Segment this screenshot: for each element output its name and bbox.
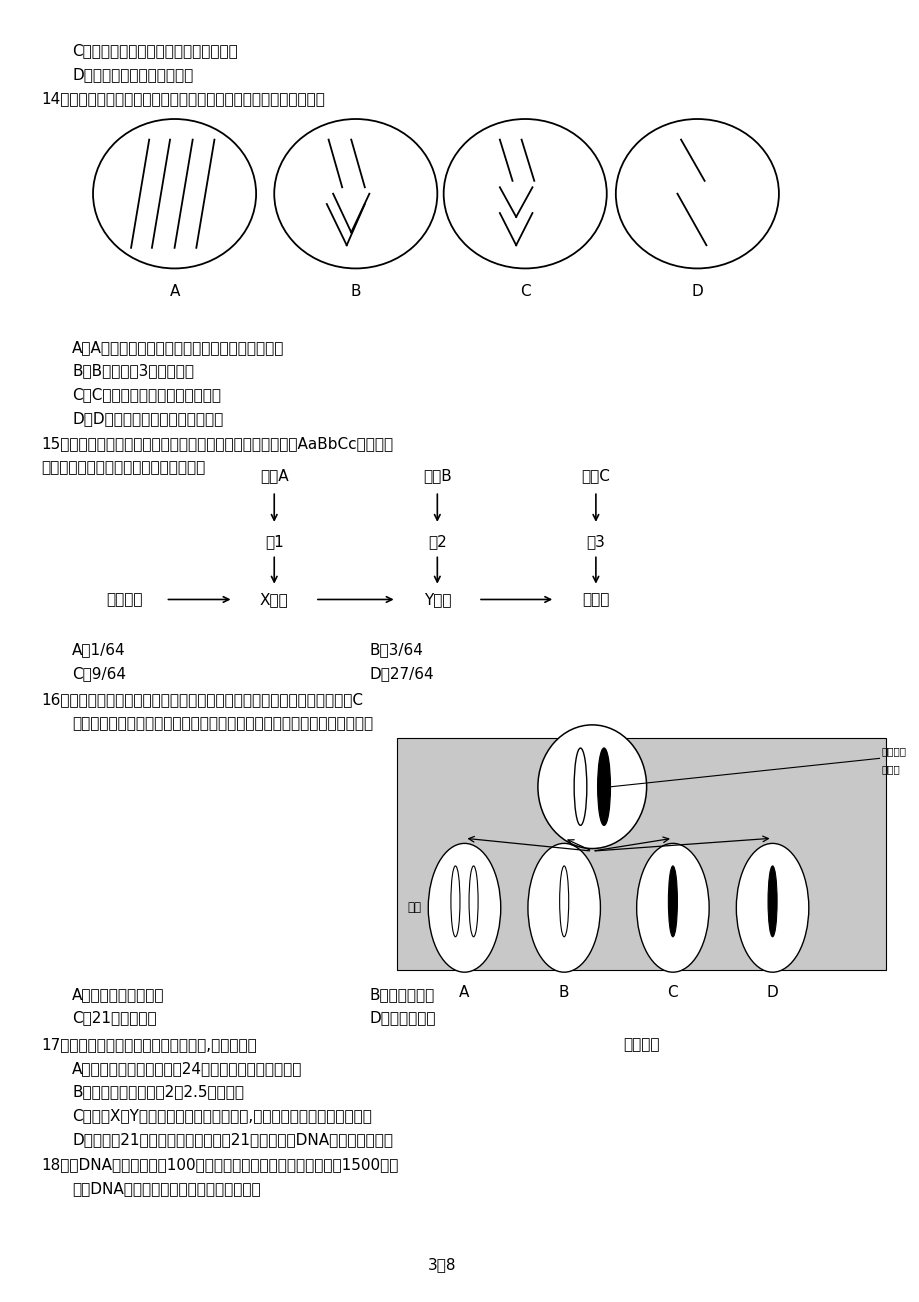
Text: C．21三体综合征: C．21三体综合征 [72, 1010, 156, 1026]
Text: C: C [667, 986, 677, 1000]
Text: A: A [459, 986, 470, 1000]
Text: C．基因突变只能定向形成新的等位基因: C．基因突变只能定向形成新的等位基因 [72, 43, 238, 59]
Text: 体交配，出现黑色子代的概率为（　　）: 体交配，出现黑色子代的概率为（ ） [41, 460, 206, 475]
Text: D．猫叫综合症: D．猫叫综合症 [369, 1010, 436, 1026]
Text: A: A [169, 284, 179, 299]
Ellipse shape [538, 725, 646, 849]
Text: B: B [559, 986, 569, 1000]
Text: B．苯丙酮尿症: B．苯丙酮尿症 [369, 987, 434, 1001]
Text: C．由于X、Y染色体之间为非同源染色体,故人类基因组计划要分别测定: C．由于X、Y染色体之间为非同源染色体,故人类基因组计划要分别测定 [72, 1108, 371, 1124]
Text: 一对同源: 一对同源 [880, 746, 905, 755]
Text: 酶1: 酶1 [265, 534, 283, 549]
Text: 黑色素: 黑色素 [582, 592, 609, 607]
Ellipse shape [528, 844, 600, 973]
Text: D．人类第21对染色体的密码是指第21号染色体的DNA所有碱基对序列: D．人类第21对染色体的密码是指第21号染色体的DNA所有碱基对序列 [72, 1133, 392, 1147]
Text: 基因B: 基因B [423, 469, 451, 483]
Text: X物质: X物质 [259, 592, 289, 607]
Text: D．27/64: D．27/64 [369, 667, 434, 681]
Text: 3／8: 3／8 [427, 1256, 456, 1272]
Text: 14．分析下图中各染色体组成情况，下列说法正确的是　　（　　）: 14．分析下图中各染色体组成情况，下列说法正确的是 （ ） [41, 91, 325, 107]
Text: Y物质: Y物质 [423, 592, 450, 607]
Ellipse shape [667, 866, 676, 936]
Text: 15．某生物体内的黑色素合成途径如下图所示意，则基因型为AaBbCc的两个个: 15．某生物体内的黑色素合成途径如下图所示意，则基因型为AaBbCc的两个个 [41, 436, 393, 452]
Ellipse shape [428, 844, 500, 973]
Text: 的卵细胞成功地与一个正常的精子受精，将会得到的遗传病可能是（　　）: 的卵细胞成功地与一个正常的精子受精，将会得到的遗传病可能是（ ） [72, 716, 373, 732]
Ellipse shape [636, 844, 709, 973]
Text: 18．某DNA分子含腺嘌呤100个，复制数次后消耗了该脱氧核苷酸1500个，: 18．某DNA分子含腺嘌呤100个，复制数次后消耗了该脱氧核苷酸1500个， [41, 1157, 398, 1172]
Text: A．人类基因组计划要测定24条染色体上的核苷酸顺序: A．人类基因组计划要测定24条染色体上的核苷酸顺序 [72, 1061, 302, 1075]
Text: 酶3: 酶3 [585, 534, 605, 549]
Text: （　　）: （ ） [622, 1036, 659, 1052]
Ellipse shape [559, 866, 568, 936]
Text: B．人类基因组中约有2～2.5万个基因: B．人类基因组中约有2～2.5万个基因 [72, 1085, 244, 1099]
Ellipse shape [767, 866, 777, 936]
Ellipse shape [735, 844, 808, 973]
Text: B: B [350, 284, 360, 299]
Text: 基因C: 基因C [581, 469, 609, 483]
Text: C: C [519, 284, 530, 299]
Text: 染色体: 染色体 [880, 764, 899, 773]
Ellipse shape [450, 866, 460, 936]
Text: C．C细胞组成的生物一定为三倍体: C．C细胞组成的生物一定为三倍体 [72, 388, 221, 402]
Text: A．1/64: A．1/64 [72, 642, 126, 658]
Ellipse shape [573, 749, 586, 825]
Ellipse shape [469, 866, 478, 936]
Text: 16．如图表示人体细胞中某对同源染色体不正常分离的情况。如果一个类型C: 16．如图表示人体细胞中某对同源染色体不正常分离的情况。如果一个类型C [41, 693, 363, 707]
Text: D．基因突变也可以自发产生: D．基因突变也可以自发产生 [72, 68, 193, 82]
Text: A．A细胞组成的植物一般个体比较弱小，且不可育: A．A细胞组成的植物一般个体比较弱小，且不可育 [72, 340, 284, 354]
Text: 酶2: 酶2 [427, 534, 447, 549]
Text: 17．下列有关人类基因组计划的描述中,不正确的是: 17．下列有关人类基因组计划的描述中,不正确的是 [41, 1036, 256, 1052]
Bar [396, 738, 885, 970]
Text: 无色物质: 无色物质 [107, 592, 142, 607]
Text: 基因A: 基因A [260, 469, 289, 483]
Text: D．D细胞组成的生物一定为单倍体: D．D细胞组成的生物一定为单倍体 [72, 411, 223, 426]
Text: 配子: 配子 [407, 901, 421, 914]
Text: C．9/64: C．9/64 [72, 667, 126, 681]
Text: A．镰刀型细胞贫血症: A．镰刀型细胞贫血症 [72, 987, 165, 1001]
Text: B．B细胞含有3个染色体组: B．B细胞含有3个染色体组 [72, 363, 194, 379]
Text: B．3/64: B．3/64 [369, 642, 423, 658]
Ellipse shape [597, 749, 609, 825]
Text: 则该DNA分子已经复制了几次　　（　　）: 则该DNA分子已经复制了几次 （ ） [72, 1181, 260, 1197]
Text: D: D [691, 284, 702, 299]
Text: D: D [766, 986, 777, 1000]
